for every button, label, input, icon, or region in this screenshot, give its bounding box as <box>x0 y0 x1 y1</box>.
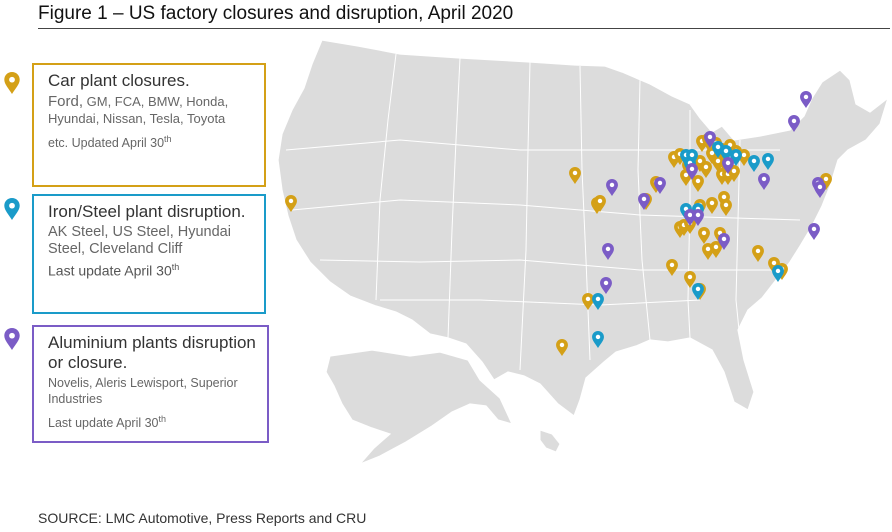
steel-plant-pin <box>592 293 604 310</box>
state-border <box>319 259 780 271</box>
legend-steel-update-text: Last update April 30 <box>48 262 172 279</box>
figure-title: Figure 1 – US factory closures and disru… <box>38 3 890 29</box>
alu-plant-pin <box>788 115 800 132</box>
alu-plant-pin <box>800 91 812 108</box>
state-border <box>380 299 701 306</box>
state-border <box>447 57 461 339</box>
car-plant-pin-icon <box>4 72 20 94</box>
legend-steel-update-sup: th <box>171 262 180 272</box>
steel-plant-pin <box>592 331 604 348</box>
legend-car-plants: Car plant closures. Ford, GM, FCA, BMW, … <box>32 63 266 187</box>
alu-plant-pin <box>606 179 618 196</box>
legend-aluminium-companies: Novelis, Aleris Lewisport, Superior Indu… <box>48 376 238 406</box>
alu-plant-pin <box>814 181 826 198</box>
alu-plant-pin <box>758 173 770 190</box>
hawaii-shape <box>539 429 561 453</box>
legend-steel-update: Last update April 30th <box>48 262 254 279</box>
land-masses <box>277 39 890 465</box>
alu-plant-pin <box>600 277 612 294</box>
legend-aluminium-update-text: Last update April 30 <box>48 416 159 431</box>
legend-steel-companies: AK Steel, US Steel, Hyundai Steel, Cleve… <box>48 224 231 257</box>
car-plant-pin <box>285 195 297 212</box>
state-border <box>375 53 397 301</box>
car-plant-pin <box>720 199 732 216</box>
legend-aluminium-plants: Aluminium plants disruption or closure. … <box>32 325 269 443</box>
legend-aluminium-update: Last update April 30th <box>48 411 257 431</box>
steel-plant-pin <box>762 153 774 170</box>
car-plant-pin <box>706 197 718 214</box>
alu-plant-pin <box>602 243 614 260</box>
legend-car-update-text: etc. Updated April 30 <box>48 136 165 151</box>
car-plant-pin <box>666 259 678 276</box>
car-plant-pin <box>582 293 594 310</box>
steel-plant-pin-icon <box>4 198 20 220</box>
car-plant-pin <box>698 227 710 244</box>
car-plant-pin <box>752 245 764 262</box>
contiguous-us-shape <box>277 39 890 417</box>
legend-car-companies-first: Ford, <box>48 93 84 110</box>
car-plant-pin <box>692 175 704 192</box>
car-plant-pin <box>700 161 712 178</box>
legend-car-update: etc. Updated April 30th <box>48 131 254 151</box>
legend-car-companies-rest: GM, FCA, BMW, Honda, Hyundai, Nissan, Te… <box>48 94 229 126</box>
state-border <box>735 139 741 341</box>
state-border <box>519 61 531 371</box>
steel-plant-pin <box>692 283 704 300</box>
aluminium-plant-pin-icon <box>4 328 20 350</box>
car-plant-pin <box>556 339 568 356</box>
state-border <box>579 65 591 361</box>
legend-car-companies: Ford, GM, FCA, BMW, Honda, Hyundai, Niss… <box>48 93 254 127</box>
alu-plant-pin <box>808 223 820 240</box>
legend-steel-plants: Iron/Steel plant disruption. AK Steel, U… <box>32 194 266 314</box>
legend-aluminium-update-sup: th <box>158 414 167 424</box>
car-plant-pin <box>569 167 581 184</box>
source-note: SOURCE: LMC Automotive, Press Reports an… <box>38 510 367 526</box>
alaska-shape <box>325 349 514 465</box>
alu-plant-pin <box>638 193 650 210</box>
legend-aluminium-heading: Aluminium plants disruption or closure. <box>48 333 256 372</box>
steel-plant-pin <box>748 155 760 172</box>
legend-car-heading: Car plant closures. <box>48 71 190 90</box>
legend-steel-heading: Iron/Steel plant disruption. <box>48 202 246 221</box>
legend-car-update-sup: th <box>164 134 172 144</box>
